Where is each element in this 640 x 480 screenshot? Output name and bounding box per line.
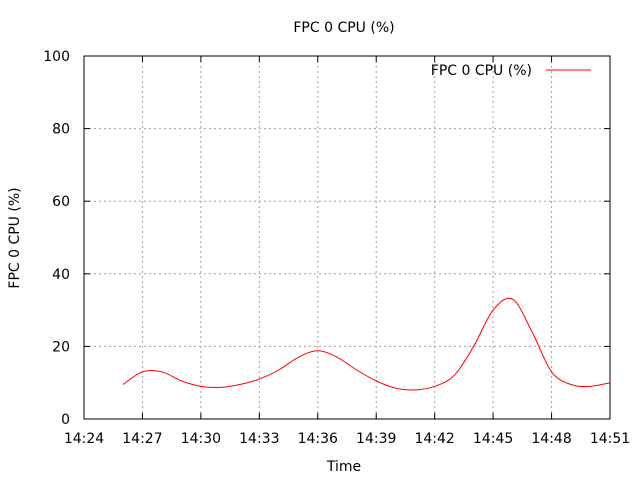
y-tick-label: 0: [61, 412, 70, 428]
axis-ticks: 0 20 40 60 80 100 14:24 14:27 14:30 14:33 14:36 14:…: [43, 49, 630, 447]
x-tick-label: 14:27: [122, 431, 162, 447]
y-axis-label: FPC 0 CPU (%): [7, 187, 23, 288]
plot-frame: [83, 55, 611, 420]
y-tick-label: 60: [52, 194, 70, 210]
x-tick-label: 14:39: [356, 431, 396, 447]
x-tick-label: 14:42: [414, 431, 454, 447]
y-tick-label: 20: [52, 339, 70, 355]
y-tick-label: 40: [52, 267, 70, 283]
series-layer: [122, 297, 611, 391]
x-tick-label: 14:30: [181, 431, 221, 447]
y-tick-label: 80: [52, 122, 70, 138]
x-tick-label: 14:36: [298, 431, 338, 447]
series-line: [122, 297, 611, 391]
x-tick-label: 14:24: [64, 431, 104, 447]
legend: FPC 0 CPU (%): [431, 63, 591, 79]
chart-title: FPC 0 CPU (%): [293, 20, 394, 36]
x-tick-label: 14:51: [590, 431, 630, 447]
x-tick-label: 14:33: [239, 431, 279, 447]
grid: [84, 56, 610, 419]
x-tick-label: 14:45: [473, 431, 513, 447]
y-tick-label: 100: [43, 49, 70, 65]
x-tick-label: 14:48: [531, 431, 571, 447]
legend-label: FPC 0 CPU (%): [431, 63, 532, 79]
x-axis-label: Time: [326, 459, 361, 475]
